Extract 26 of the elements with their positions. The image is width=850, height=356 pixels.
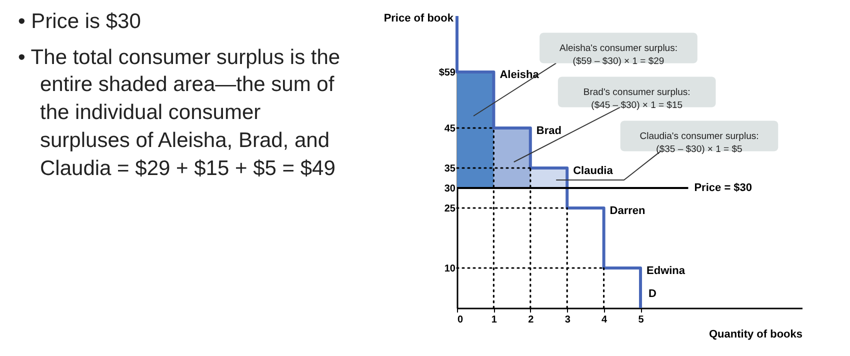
- y-tick-label: 10: [444, 264, 456, 274]
- y-tick-label: 25: [444, 204, 456, 214]
- x-axis-title: Quantity of books: [709, 328, 802, 340]
- annotation: Claudia: [573, 165, 614, 177]
- annotation: Brad's consumer surplus: ($45 – $30) × 1 = $15: [583, 87, 690, 111]
- series-label: D: [648, 288, 657, 300]
- y-tick-label: $59: [438, 68, 456, 78]
- annotation: Edwina: [646, 265, 686, 277]
- annotation: Claudia's consumer surplus: ($35 – $30) × 1 = $5: [640, 131, 759, 155]
- x-tick-label: 3: [564, 314, 571, 326]
- annotation: Aleisha: [500, 69, 540, 81]
- x-tick-label: 0: [458, 314, 464, 326]
- y-tick-label: 45: [444, 124, 456, 134]
- x-tick-label: 1: [491, 314, 498, 326]
- annotation: Aleisha's consumer surplus: ($59 – $30) × 1 = $29: [559, 43, 678, 67]
- y-tick-label: 30: [444, 184, 456, 194]
- x-tick-label: 5: [638, 314, 644, 326]
- annotation: Brad: [536, 125, 562, 137]
- x-tick-label: 4: [602, 314, 608, 326]
- text: • The total consumer surplus is the entire shaded area—the sum of the individual consumer surpluses of Aleisha, Brad, and Claudia = $29 + $15 + $5 = $49: [18, 44, 342, 182]
- series-label: Price = $30: [694, 182, 752, 194]
- y-tick-label: 35: [444, 164, 456, 174]
- y-axis-title: Price of book: [384, 12, 454, 24]
- x-tick-label: 2: [528, 314, 534, 326]
- text: • Price is $30: [18, 9, 142, 35]
- annotation: Darren: [610, 205, 646, 217]
